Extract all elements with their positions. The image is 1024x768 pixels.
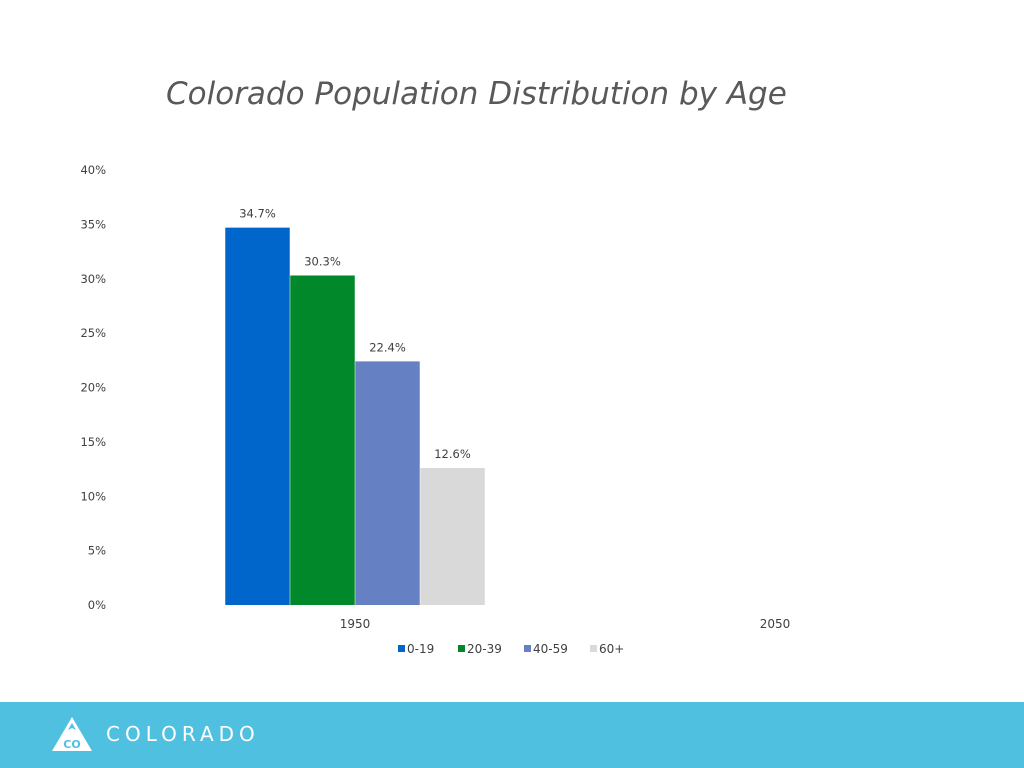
data-label: 34.7% [239, 207, 276, 221]
bars [225, 227, 485, 605]
legend: 0-19 20-39 40-59 60+ [398, 642, 624, 656]
x-axis: 1950 2050 [340, 617, 791, 631]
chart: 0% 5% 10% 15% 20% 25% 30% 35% 40% 34.7% 30.3% 22.4… [80, 163, 791, 656]
chart-title: Colorado Population Distribution by Age [166, 76, 787, 112]
footer-bar: CO COLORADO [0, 702, 1024, 768]
bar-60+-1950 [420, 467, 485, 605]
x-category-label: 2050 [760, 617, 791, 631]
brand-name: COLORADO [106, 722, 260, 746]
data-labels: 34.7% 30.3% 22.4% 12.6% [239, 207, 471, 461]
colorado-logo: CO COLORADO [50, 714, 260, 754]
legend-label: 40-59 [533, 642, 568, 656]
y-tick-label: 30% [80, 272, 106, 286]
logo-mark-text: CO [63, 738, 80, 751]
mountain-logo-icon: CO [52, 717, 92, 751]
legend-swatch [458, 645, 465, 652]
legend-label: 60+ [599, 642, 624, 656]
y-tick-label: 35% [80, 217, 106, 231]
y-tick-label: 15% [80, 435, 106, 449]
legend-label: 20-39 [467, 642, 502, 656]
y-tick-label: 0% [88, 598, 106, 612]
legend-swatch [398, 645, 405, 652]
bar-20-39-1950 [290, 275, 355, 605]
data-label: 12.6% [434, 447, 471, 461]
y-tick-label: 10% [80, 489, 106, 503]
y-tick-label: 25% [80, 326, 106, 340]
bar-40-59-1950 [355, 361, 420, 605]
data-label: 22.4% [369, 340, 406, 354]
legend-swatch [524, 645, 531, 652]
y-axis: 0% 5% 10% 15% 20% 25% 30% 35% 40% [80, 163, 106, 612]
data-label: 30.3% [304, 254, 341, 268]
legend-swatch [590, 645, 597, 652]
legend-label: 0-19 [407, 642, 434, 656]
y-tick-label: 20% [80, 381, 106, 395]
x-category-label: 1950 [340, 617, 371, 631]
y-tick-label: 40% [80, 163, 106, 177]
bar-0-19-1950 [225, 227, 290, 605]
y-tick-label: 5% [88, 544, 106, 558]
